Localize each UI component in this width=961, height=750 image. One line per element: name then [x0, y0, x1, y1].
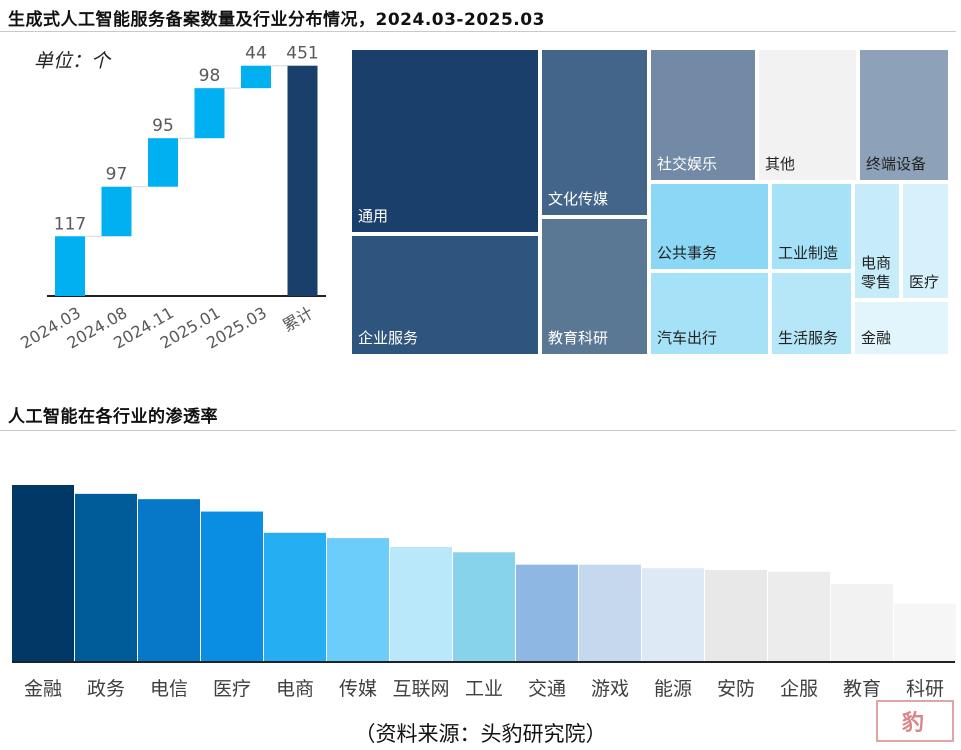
treemap-cell-label: 医疗 [909, 273, 940, 291]
penetration-bar [138, 499, 200, 662]
treemap-cell: 其他 [757, 48, 858, 182]
treemap-cell: 生活服务 [770, 271, 853, 356]
waterfall-value-label: 98 [199, 66, 221, 86]
treemap-cell: 金融 [853, 300, 950, 356]
penetration-tick-label: 能源 [654, 678, 692, 700]
treemap-cell-label: 社交娱乐 [657, 155, 718, 173]
penetration-bar [642, 568, 704, 662]
penetration-tick-label: 电商 [276, 678, 314, 700]
treemap-cell-label: 终端设备 [866, 155, 927, 173]
penetration-bar [579, 564, 641, 662]
penetration-bar [75, 493, 137, 662]
penetration-bar [894, 603, 956, 662]
waterfall-value-label: 44 [245, 44, 267, 64]
industry-treemap: 通用企业服务 文化传媒教育科研 社交娱乐 其他 终端设备公共事务 工业制造汽车出行 生活服务… [350, 48, 950, 356]
treemap-cell: 工业制造 [770, 182, 853, 271]
waterfall-value-label: 97 [106, 165, 128, 185]
waterfall-bar [194, 88, 225, 139]
unit-label: 单位：个 [34, 50, 111, 72]
penetration-tick-label: 科研 [906, 678, 944, 700]
penetration-divider [0, 430, 956, 431]
treemap-cell: 终端设备 [858, 48, 950, 182]
treemap-cell: 文化传媒 [540, 48, 649, 217]
waterfall-chart: 1172024.03972024.08952024.11982025.01442… [17, 44, 326, 353]
penetration-title: 人工智能在各行业的渗透率 [8, 407, 218, 427]
penetration-tick-label: 教育 [843, 678, 881, 700]
treemap-cell: 教育科研 [540, 217, 649, 356]
treemap-cell-label: 金融 [861, 329, 892, 347]
treemap-cell: 汽车出行 [649, 271, 770, 356]
penetration-tick-label: 传媒 [339, 678, 377, 700]
treemap-cell: 公共事务 [649, 182, 770, 271]
waterfall-bar [148, 138, 178, 187]
treemap-cell: 通用 [350, 48, 540, 234]
waterfall-value-label: 95 [152, 116, 174, 136]
penetration-bar [327, 538, 389, 662]
penetration-tick-label: 金融 [24, 678, 62, 700]
source-note: （资料来源：头豹研究院） [354, 722, 607, 746]
title-divider [0, 31, 956, 32]
penetration-bar [705, 569, 767, 662]
waterfall-value-label: 451 [286, 44, 318, 64]
waterfall-bar [55, 236, 85, 296]
penetration-bar [516, 564, 578, 662]
penetration-bar [12, 485, 74, 662]
penetration-bar [390, 546, 452, 662]
penetration-tick-label: 电信 [150, 678, 188, 700]
penetration-bar [768, 571, 830, 662]
watermark-stamp: 豹 [876, 700, 954, 742]
treemap-cell-label: 文化传媒 [548, 190, 609, 208]
treemap-cell-label: 其他 [765, 155, 796, 173]
treemap-cell-label: 汽车出行 [657, 329, 718, 347]
penetration-tick-label: 游戏 [591, 678, 629, 700]
waterfall-bar [287, 65, 318, 297]
penetration-tick-label: 工业 [465, 678, 503, 700]
penetration-tick-label: 交通 [528, 678, 566, 700]
penetration-tick-label: 安防 [717, 678, 755, 700]
penetration-bar-chart: 金融 政务 电信 医疗 电商 传媒 互联网 工业 交通 游戏 能源 安防 企服 教育 科研 [12, 485, 956, 700]
penetration-bar [453, 552, 515, 662]
treemap-cell-label: 公共事务 [657, 244, 718, 262]
treemap-cell-label: 企业服务 [358, 329, 419, 347]
treemap-cell: 医疗 [901, 182, 950, 300]
treemap-cell: 电商 零售 [853, 182, 901, 300]
treemap-cell-label: 通用 [358, 207, 389, 225]
treemap-cell-label: 电商 零售 [861, 254, 892, 291]
penetration-tick-label: 企服 [780, 678, 818, 700]
treemap-cell-label: 教育科研 [548, 329, 609, 347]
penetration-tick-label: 互联网 [392, 678, 449, 700]
waterfall-bar [241, 65, 271, 89]
waterfall-bar [101, 186, 132, 237]
treemap-cell: 社交娱乐 [649, 48, 757, 182]
waterfall-value-label: 117 [54, 214, 86, 234]
penetration-bar [831, 584, 893, 662]
waterfall-tick-label: 累计 [279, 303, 316, 335]
penetration-tick-label: 医疗 [213, 678, 251, 700]
treemap-cell-label: 工业制造 [778, 244, 839, 262]
treemap-cell-label: 生活服务 [778, 329, 839, 347]
penetration-bar [264, 532, 326, 662]
treemap-cell: 企业服务 [350, 234, 540, 356]
chart-title: 生成式人工智能服务备案数量及行业分布情况，2024.03-2025.03 [8, 10, 545, 30]
penetration-bar [201, 511, 263, 662]
penetration-tick-label: 政务 [87, 678, 125, 700]
